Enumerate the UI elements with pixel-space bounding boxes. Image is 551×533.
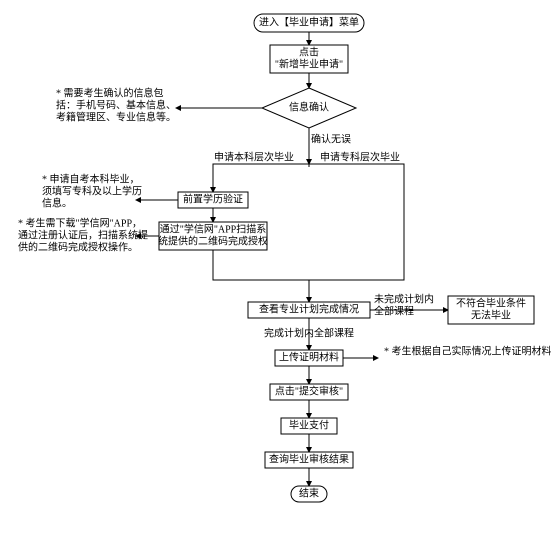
svg-text:结束: 结束 — [299, 486, 319, 499]
svg-text:无法毕业: 无法毕业 — [471, 308, 511, 321]
annotation: * 需要考生确认的信息包 — [56, 86, 164, 99]
annotation: * 申请自考本科毕业， — [42, 172, 140, 185]
svg-text:前置学历验证: 前置学历验证 — [183, 192, 243, 205]
svg-text:查询毕业审核结果: 查询毕业审核结果 — [269, 452, 349, 465]
edge — [213, 250, 309, 302]
flowchart: 确认无误申请本科层次毕业 申请专科层次毕业未完成计划内全部课程完成计划内全部课程进… — [0, 0, 551, 533]
edge-label: 申请本科层次毕业 — [214, 150, 294, 163]
svg-text:"新增毕业申请": "新增毕业申请" — [275, 57, 343, 70]
edge-label: 申请专科层次毕业 — [320, 150, 400, 163]
edge-label: 全部课程 — [374, 304, 414, 317]
edge-label: 未完成计划内 — [374, 292, 434, 305]
svg-text:查看专业计划完成情况: 查看专业计划完成情况 — [259, 302, 359, 315]
svg-text:点击"提交审核": 点击"提交审核" — [275, 384, 343, 397]
annotation: * 考生需下载"学信网"APP， — [18, 216, 142, 229]
edge-label: 完成计划内全部课程 — [264, 326, 354, 339]
edge-label: 确认无误 — [311, 132, 351, 145]
annotation: * 考生根据自己实际情况上传证明材料。 — [384, 344, 551, 357]
annotation: 供的二维码完成授权操作。 — [18, 240, 138, 253]
svg-text:通过"学信网"APP扫描系: 通过"学信网"APP扫描系 — [160, 222, 267, 235]
annotation: 信息。 — [42, 196, 72, 209]
svg-text:不符合毕业条件: 不符合毕业条件 — [456, 296, 526, 309]
annotation: 括：手机号码、基本信息、 — [56, 98, 176, 111]
annotation: 通过注册认证后，扫描系统提 — [18, 228, 148, 241]
svg-text:统提供的二维码完成授权: 统提供的二维码完成授权 — [158, 234, 268, 247]
annotation: 考籍管理区、专业信息等。 — [56, 110, 176, 123]
svg-text:上传证明材料: 上传证明材料 — [279, 350, 339, 363]
annotation: 须填写专科及以上学历 — [42, 184, 142, 197]
edge — [309, 164, 404, 280]
svg-text:信息确认: 信息确认 — [289, 100, 329, 113]
svg-text:进入【毕业申请】菜单: 进入【毕业申请】菜单 — [259, 15, 359, 28]
svg-text:点击: 点击 — [299, 46, 319, 58]
svg-text:毕业支付: 毕业支付 — [289, 418, 329, 431]
edge — [213, 164, 309, 192]
